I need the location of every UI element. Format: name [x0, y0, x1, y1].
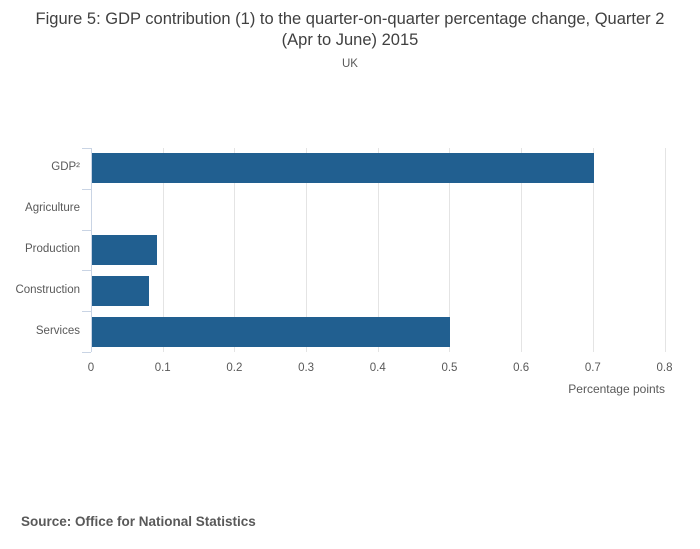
gridline-0.5	[449, 148, 451, 352]
bar-gdp	[92, 153, 594, 184]
x-tick-label-06: 0.6	[513, 362, 530, 374]
chart-title: Figure 5: GDP contribution (1) to the qu…	[35, 10, 665, 49]
bar-services	[92, 316, 451, 347]
source-note: Source: Office for National Statistics	[21, 514, 256, 529]
category-label-agriculture: Agriculture	[25, 202, 80, 215]
y-axis-tick	[82, 148, 91, 149]
x-tick-label-02: 0.2	[226, 362, 243, 374]
gridline-0.1	[162, 148, 164, 352]
category-label-construction: Construction	[15, 283, 80, 296]
x-axis-title: Percentage points	[568, 382, 665, 396]
gridline-0.6	[521, 148, 523, 352]
bar-production	[92, 235, 157, 265]
y-axis-tick	[82, 311, 91, 313]
x-tick-label-01: 0.1	[154, 362, 171, 374]
category-label-production: Production	[25, 243, 80, 255]
category-label-gdp: GDP²	[51, 161, 80, 174]
x-tick-label-03: 0.3	[298, 362, 315, 374]
category-label-services: Services	[35, 324, 80, 337]
bar-construction	[92, 275, 150, 306]
gridline-0.7	[592, 148, 594, 352]
y-axis-line	[91, 148, 92, 352]
gridline-0.8	[664, 148, 666, 352]
y-axis-tick	[82, 229, 91, 231]
y-axis-tick	[82, 352, 91, 353]
x-tick-label-08: 0.8	[656, 362, 673, 374]
x-tick-label-07: 0.7	[584, 362, 601, 374]
x-tick-label-0: 0	[87, 362, 95, 374]
gridline-0.2	[234, 148, 236, 352]
gridline-0.4	[377, 148, 379, 352]
gridline-0.3	[306, 148, 308, 352]
x-tick-label-04: 0.4	[369, 362, 386, 374]
chart-subtitle: UK	[342, 58, 358, 70]
x-tick-label-05: 0.5	[441, 362, 458, 374]
y-axis-tick	[82, 188, 91, 190]
y-axis-tick	[82, 270, 91, 272]
